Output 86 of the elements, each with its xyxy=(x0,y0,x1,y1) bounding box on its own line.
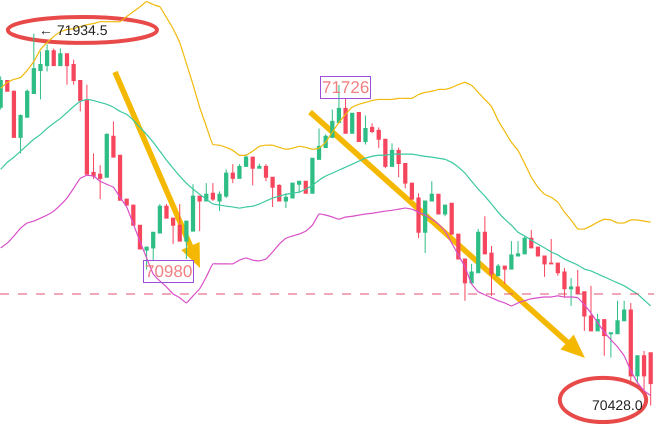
candlestick xyxy=(164,203,169,219)
candlestick xyxy=(628,302,633,386)
candlestick xyxy=(482,216,487,254)
candlestick xyxy=(210,182,216,202)
candlestick xyxy=(562,267,567,298)
candlestick xyxy=(536,246,540,257)
candlestick xyxy=(91,152,96,180)
candlestick xyxy=(576,269,580,295)
candlestick xyxy=(217,190,222,212)
candlestick xyxy=(356,112,361,142)
candlestick xyxy=(18,114,23,154)
candlestick xyxy=(178,203,182,242)
candlestick xyxy=(250,156,255,186)
candlestick xyxy=(509,240,514,270)
candlestick xyxy=(25,88,30,118)
candlestick xyxy=(642,350,646,398)
candlestick xyxy=(198,196,202,232)
annotation: 71726 xyxy=(322,78,370,97)
candlestick xyxy=(416,192,421,239)
candlestick xyxy=(516,240,520,257)
candlestick xyxy=(44,44,50,72)
candlestick xyxy=(78,80,82,112)
candlestick xyxy=(316,128,322,160)
annotation: 70428.0 xyxy=(592,397,643,413)
candlestick xyxy=(310,158,315,194)
candlestick xyxy=(363,114,368,145)
candlestick xyxy=(237,164,242,179)
candlestick xyxy=(588,285,594,332)
candlestick xyxy=(568,278,574,306)
candlestick xyxy=(556,262,560,276)
candlestick xyxy=(403,162,408,189)
candlestick xyxy=(383,138,388,169)
candlestick xyxy=(72,59,76,86)
candlestick xyxy=(502,266,507,284)
candlestick xyxy=(158,203,162,234)
candlestick xyxy=(224,168,228,199)
candlestick xyxy=(270,176,275,208)
candlestick xyxy=(442,204,448,217)
candlestick xyxy=(542,256,547,278)
candlestick xyxy=(111,120,116,158)
candlestick xyxy=(230,164,235,184)
candlestick xyxy=(423,200,428,254)
candlestick xyxy=(396,146,401,178)
candlestick xyxy=(635,355,640,384)
candlestick xyxy=(64,53,70,86)
candlestick xyxy=(190,184,196,232)
candlestick xyxy=(469,263,474,284)
candlestick xyxy=(608,332,614,358)
candlestick xyxy=(32,33,36,94)
candlestick xyxy=(343,98,348,134)
candlestick xyxy=(622,300,626,322)
candlestick xyxy=(184,220,189,260)
candlestick xyxy=(615,300,620,334)
candlestick xyxy=(244,154,248,167)
candlestick xyxy=(436,194,441,215)
candlestick xyxy=(522,235,527,254)
candlestick xyxy=(124,198,129,206)
candlestick xyxy=(450,202,454,235)
candlestick xyxy=(170,218,176,245)
candlestick xyxy=(496,263,500,276)
candlestick xyxy=(489,246,494,296)
candlestick xyxy=(350,112,354,134)
candlestick xyxy=(104,132,109,178)
candlestick xyxy=(297,180,302,194)
candlestick xyxy=(52,48,56,66)
candlestick xyxy=(84,84,90,175)
candlestick xyxy=(549,238,554,264)
candlestick xyxy=(582,291,586,332)
candlestick xyxy=(151,232,156,262)
candlestick xyxy=(98,164,102,200)
candlestick xyxy=(456,234,460,260)
candlestick xyxy=(390,142,394,167)
candlestick xyxy=(277,184,282,202)
candlestick xyxy=(410,182,414,200)
candlestick xyxy=(12,90,16,138)
candlestick xyxy=(264,164,268,182)
candlestick xyxy=(430,180,434,202)
candlestick xyxy=(602,319,606,356)
candlestick xyxy=(648,352,653,406)
candlestick xyxy=(370,122,374,134)
candlestick xyxy=(58,48,62,66)
candlestick xyxy=(376,126,381,149)
candlestick xyxy=(284,192,288,209)
candlestick xyxy=(38,50,43,100)
candlestick xyxy=(257,162,262,169)
candlestick xyxy=(476,228,480,274)
